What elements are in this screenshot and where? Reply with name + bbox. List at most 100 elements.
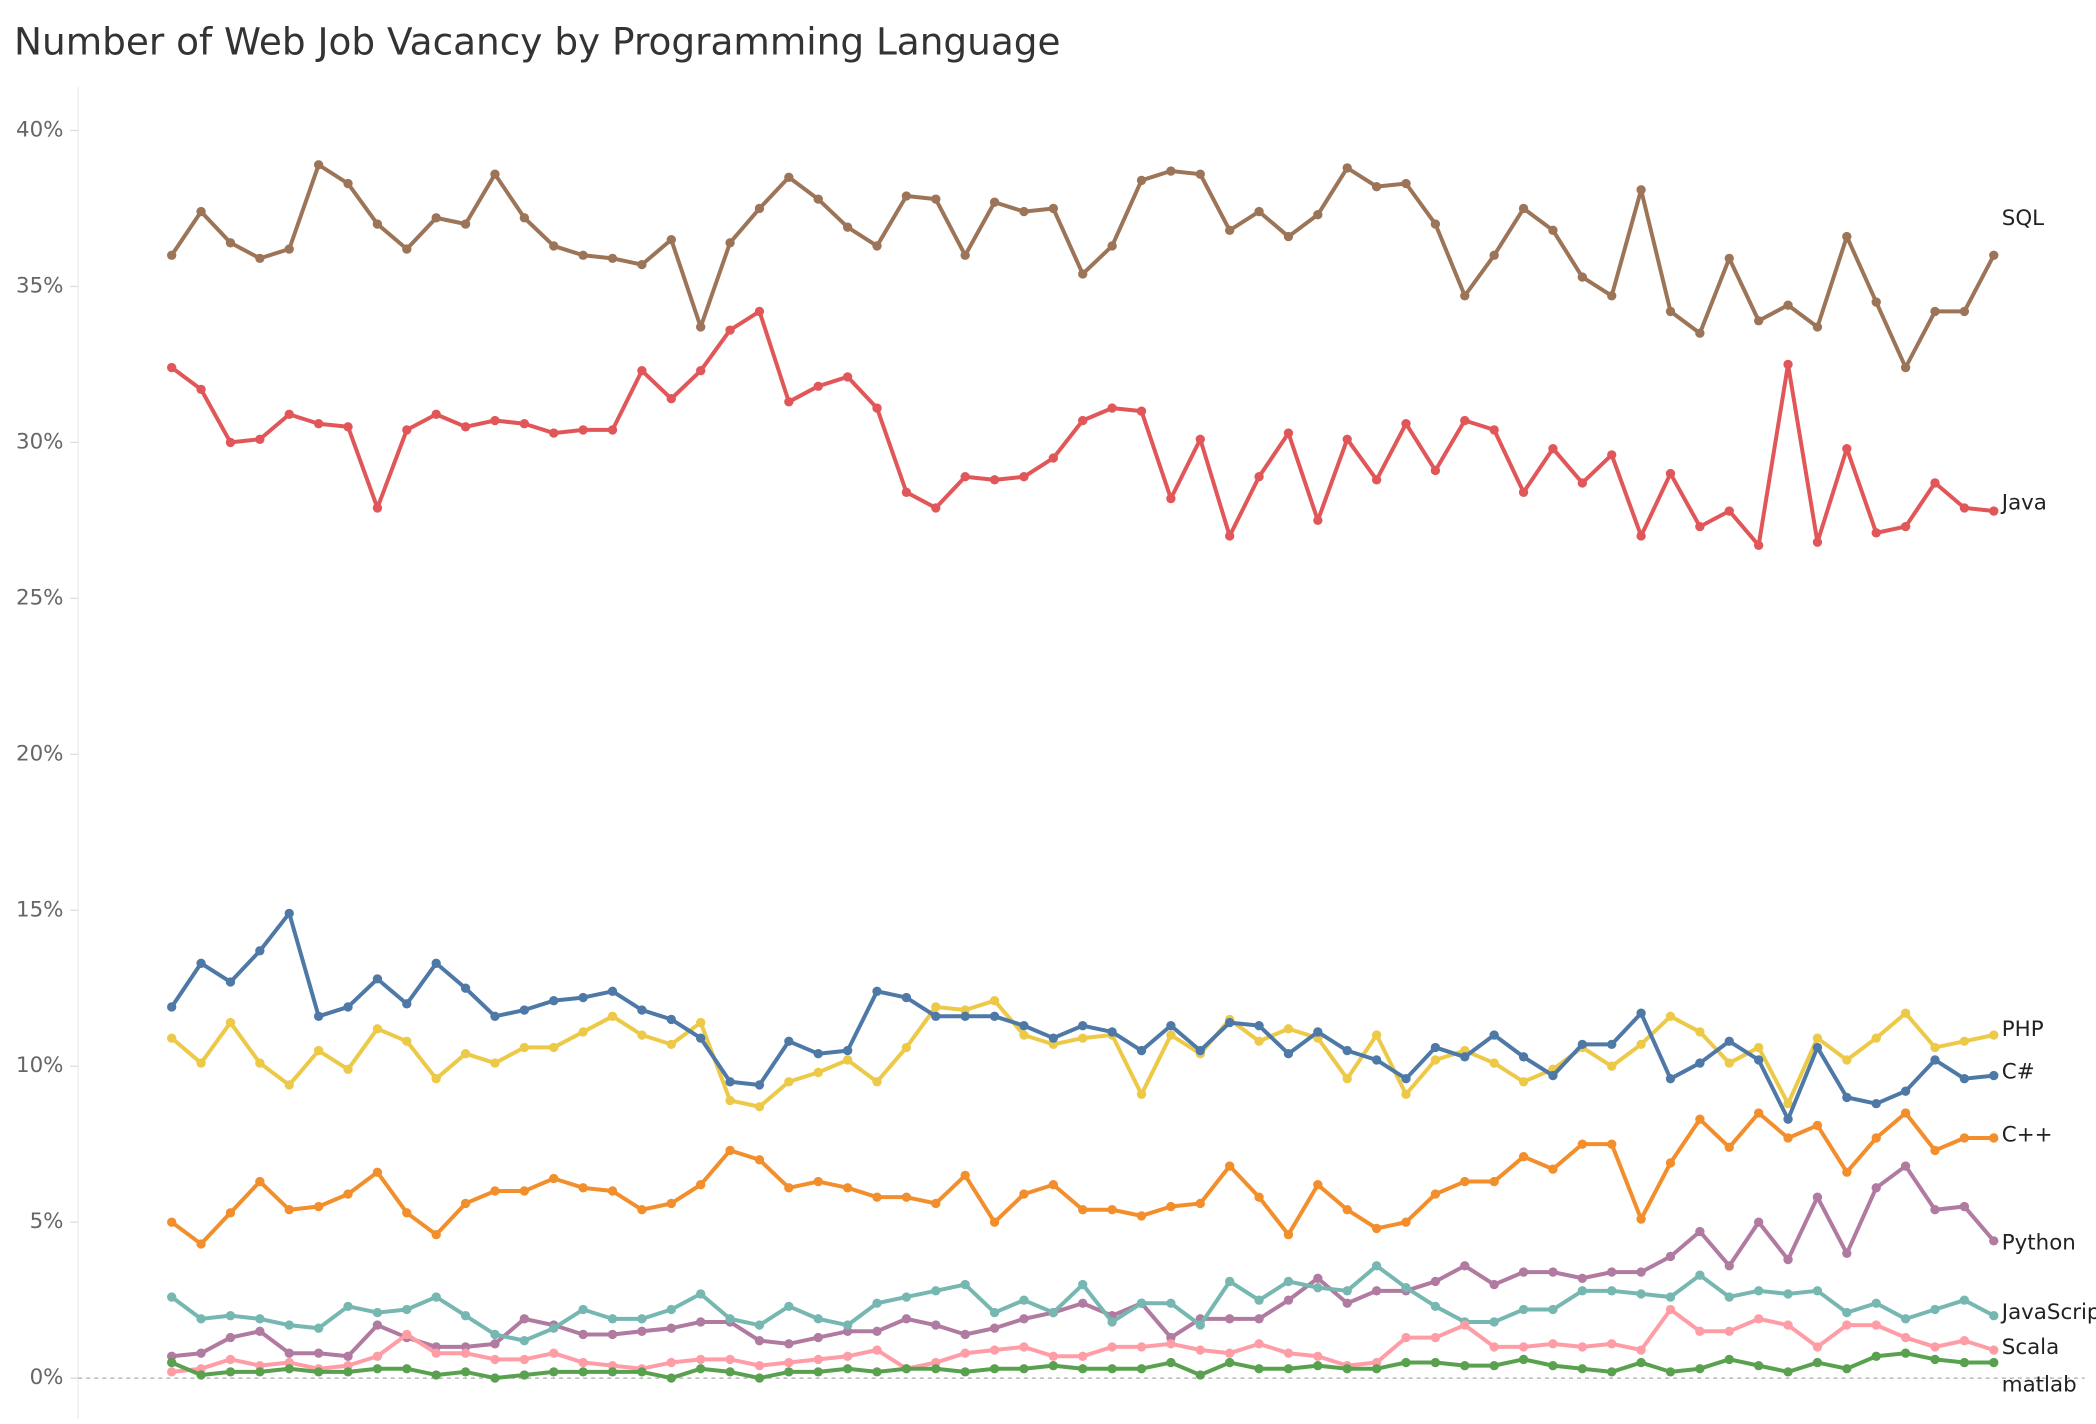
data-point [784,397,794,407]
data-point [1371,1286,1382,1296]
data-point [1342,1205,1352,1215]
data-point [1724,1326,1734,1336]
data-point [1342,1364,1352,1374]
data-point [1636,1267,1646,1277]
data-point [989,1364,1000,1374]
data-point [1959,1295,1970,1305]
data-point [842,1320,853,1330]
data-point [1401,1332,1411,1343]
data-point [1900,362,1911,373]
data-point [167,1033,177,1043]
data-point [402,1364,412,1374]
data-point [1019,1189,1029,1199]
data-point [1313,1351,1323,1361]
data-point [1959,1336,1970,1346]
data-point [1342,1074,1352,1084]
data-point [1460,415,1470,426]
data-point [1489,1342,1499,1352]
data-point [1959,1357,1970,1368]
data-point [901,1364,912,1374]
data-point [813,194,823,204]
data-point [225,1332,236,1343]
data-point [872,1077,882,1087]
data-point [1753,1217,1764,1227]
data-point [1313,1360,1323,1371]
data-point [167,1217,177,1227]
data-point [1930,1145,1940,1156]
data-point [578,1357,588,1368]
data-point [901,1314,912,1324]
data-point [1989,1357,1999,1368]
data-point [1665,1292,1676,1302]
data-point [1518,1342,1529,1352]
data-point [372,1351,383,1361]
data-point [255,253,265,264]
data-point [1900,1332,1911,1343]
data-point [1548,225,1558,235]
data-point [549,996,559,1006]
data-point [1313,1027,1323,1037]
data-point [1518,1304,1529,1315]
data-point [607,1314,618,1324]
series-line [170,1111,1994,1246]
data-point [637,1030,647,1040]
data-point [549,1367,559,1377]
data-point [666,1039,676,1050]
data-point [1871,1098,1881,1109]
data-point [931,1198,941,1209]
data-point [1371,475,1382,485]
data-point [1460,291,1470,301]
data-point [1518,487,1529,497]
data-point [1842,1248,1852,1259]
y-tick-label: 5% [30,1209,64,1234]
data-point [1577,1273,1588,1283]
data-point [1577,272,1588,282]
data-point [1518,1077,1529,1087]
data-point [989,1345,1000,1355]
data-point [1166,1357,1176,1368]
data-point [1989,1133,1999,1143]
data-point [1048,1351,1059,1361]
data-point [1430,1189,1441,1199]
data-point [402,1304,412,1315]
data-point [1107,241,1117,251]
data-point [1930,1042,1940,1053]
data-point [519,1186,530,1196]
data-point [754,203,765,214]
data-point [1871,297,1881,307]
data-point [1724,1058,1734,1068]
data-point [637,1367,647,1377]
data-point [1636,1289,1646,1299]
data-point [1930,1304,1940,1315]
data-point [578,250,588,260]
data-point [1019,1020,1029,1031]
data-point [842,1055,853,1065]
data-point [989,1323,1000,1333]
data-point [842,372,853,382]
data-point [725,1367,735,1377]
data-point [1107,1205,1117,1215]
data-point [1460,1360,1470,1371]
data-point [1665,1074,1676,1084]
data-point [1283,1348,1294,1358]
data-point [637,259,647,270]
data-point [607,1367,618,1377]
data-point [372,1364,383,1374]
data-point [167,1357,177,1368]
data-point [1371,1055,1382,1065]
y-tick-label: 10% [16,1053,63,1078]
data-point [1724,1354,1734,1365]
data-point [1048,453,1059,463]
data-point [402,244,412,254]
data-point [343,1064,353,1075]
data-point [313,1367,324,1377]
data-point [1401,1089,1411,1099]
data-point [901,1292,912,1302]
data-point [1989,1345,1999,1355]
data-point [725,1145,735,1156]
data-point [1224,1276,1235,1287]
data-point [1371,181,1382,192]
data-point [1254,1364,1264,1374]
data-point [1195,1045,1205,1056]
data-point [1136,1089,1147,1099]
